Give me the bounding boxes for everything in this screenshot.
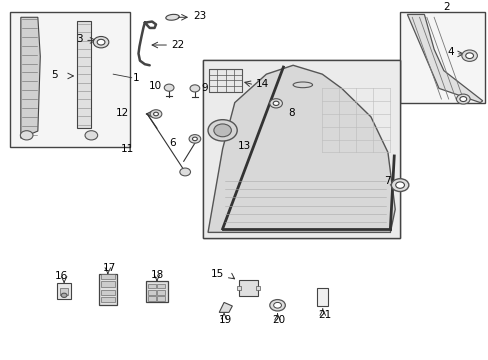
Text: 17: 17 [102, 262, 116, 273]
Circle shape [207, 120, 237, 141]
Bar [157, 290, 164, 294]
Polygon shape [407, 14, 482, 103]
Circle shape [459, 96, 466, 102]
Text: 6: 6 [168, 138, 175, 148]
Circle shape [269, 300, 285, 311]
Circle shape [465, 53, 472, 59]
Circle shape [213, 124, 231, 137]
Text: 16: 16 [54, 271, 67, 281]
Polygon shape [207, 65, 394, 233]
Text: 21: 21 [317, 310, 330, 320]
Bar [317, 288, 327, 306]
Bar [203, 60, 399, 238]
Circle shape [20, 131, 33, 140]
Polygon shape [21, 17, 40, 138]
Bar [99, 274, 117, 305]
Bar [57, 283, 71, 299]
Circle shape [85, 131, 98, 140]
Bar [146, 281, 168, 302]
Bar [203, 60, 399, 238]
Circle shape [150, 110, 162, 118]
Text: 8: 8 [287, 108, 294, 118]
Text: 22: 22 [171, 40, 184, 50]
Text: 18: 18 [151, 270, 164, 280]
Text: 4: 4 [446, 47, 453, 57]
Text: 2: 2 [442, 2, 448, 12]
Bar [101, 282, 115, 287]
Circle shape [456, 94, 469, 104]
Circle shape [192, 137, 197, 141]
Circle shape [164, 84, 174, 91]
Circle shape [190, 85, 200, 92]
Text: 5: 5 [51, 70, 58, 80]
Bar [77, 21, 91, 127]
Circle shape [390, 179, 408, 192]
Bar [238, 280, 258, 296]
Bar [256, 286, 260, 291]
Ellipse shape [165, 14, 179, 20]
Text: 12: 12 [115, 108, 128, 118]
Bar [101, 274, 115, 279]
Text: 14: 14 [256, 79, 269, 89]
Circle shape [153, 112, 158, 116]
Bar [10, 12, 130, 147]
Circle shape [93, 36, 109, 48]
Circle shape [97, 39, 105, 45]
Bar [148, 296, 155, 301]
Circle shape [180, 168, 190, 176]
Ellipse shape [292, 82, 312, 88]
Text: 15: 15 [210, 269, 224, 279]
Polygon shape [219, 302, 232, 312]
Circle shape [461, 50, 476, 61]
Bar [148, 290, 155, 294]
Circle shape [61, 293, 67, 297]
Bar [208, 69, 242, 92]
Circle shape [395, 182, 404, 188]
Text: 9: 9 [201, 83, 208, 93]
Circle shape [269, 99, 282, 108]
Text: 20: 20 [272, 315, 285, 325]
Bar [157, 296, 164, 301]
Bar [148, 284, 155, 288]
Circle shape [273, 302, 281, 308]
Bar [101, 297, 115, 302]
Text: 11: 11 [120, 144, 133, 154]
Circle shape [273, 101, 279, 105]
Bar [236, 286, 240, 291]
Bar [399, 12, 484, 103]
Text: 3: 3 [76, 34, 83, 44]
Text: 19: 19 [219, 315, 232, 325]
Text: 1: 1 [132, 73, 139, 83]
Text: 13: 13 [237, 141, 250, 151]
Bar [60, 288, 68, 294]
Text: 23: 23 [193, 11, 206, 21]
Bar [101, 290, 115, 294]
Bar [157, 284, 164, 288]
Text: 7: 7 [383, 176, 389, 186]
Text: 10: 10 [148, 81, 162, 91]
Circle shape [189, 135, 201, 143]
